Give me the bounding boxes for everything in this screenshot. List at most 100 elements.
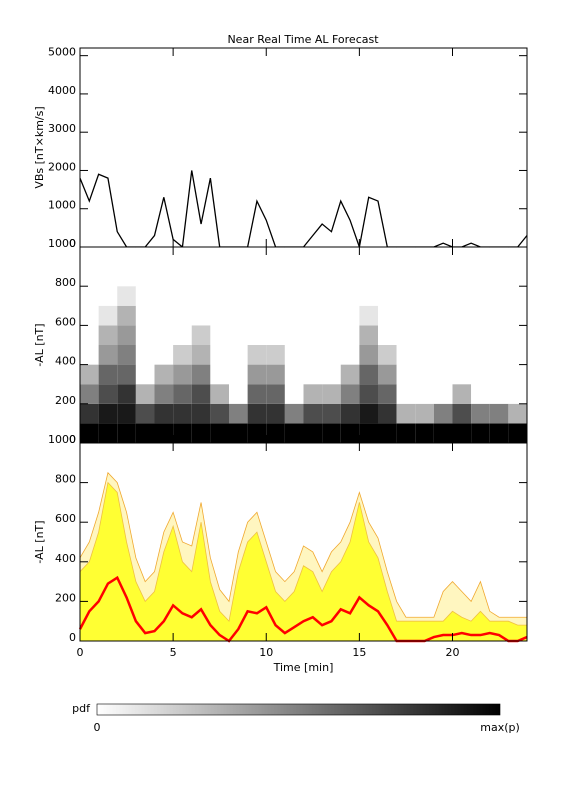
heat-cell <box>135 305 155 326</box>
heat-cell <box>359 325 378 345</box>
heat-cell <box>247 325 267 345</box>
heat-cell <box>229 423 248 443</box>
heat-cell <box>80 266 99 287</box>
heat-cell <box>154 384 174 404</box>
heat-cell <box>378 364 397 385</box>
heat-cell <box>396 305 416 326</box>
heat-cell <box>173 286 192 306</box>
heat-cell <box>154 247 174 267</box>
y-tick-label: 3000 <box>48 122 76 135</box>
y-axis-label: -AL [nT] <box>33 520 46 563</box>
heat-cell <box>489 305 509 326</box>
y-tick-label: 600 <box>55 512 76 525</box>
heat-cell <box>229 345 248 365</box>
heat-cell <box>210 286 229 306</box>
heat-cell <box>433 345 453 365</box>
heat-cell <box>303 384 323 404</box>
heat-cell <box>452 247 472 267</box>
y-tick-label: 0 <box>69 433 76 446</box>
heat-cell <box>322 403 341 424</box>
heat-cell <box>433 305 453 326</box>
heat-cell <box>340 266 360 287</box>
heat-cell <box>415 423 434 443</box>
heat-cell <box>415 345 434 365</box>
chart-title: Near Real Time AL Forecast <box>227 33 379 46</box>
heat-cell <box>322 364 341 385</box>
heat-cell <box>471 364 490 385</box>
heat-cell <box>359 345 378 365</box>
heat-cell <box>489 423 509 443</box>
heat-cell <box>303 266 323 287</box>
heat-cell <box>135 364 155 385</box>
heat-cell <box>80 403 99 424</box>
heat-cell <box>80 364 99 385</box>
heat-cell <box>340 247 360 267</box>
heat-cell <box>471 384 490 404</box>
heat-cell <box>415 403 434 424</box>
heat-cell <box>266 247 285 267</box>
heat-cell <box>117 247 136 267</box>
heat-cell <box>266 384 285 404</box>
heat-cell <box>452 345 472 365</box>
heat-cell <box>378 384 397 404</box>
heat-cell <box>191 247 211 267</box>
heat-cell <box>191 325 211 345</box>
heat-cell <box>415 364 434 385</box>
heat-cell <box>303 247 323 267</box>
colorbar-max: max(p) <box>480 721 520 734</box>
heat-cell <box>415 247 434 267</box>
y-tick-label: 1000 <box>48 237 76 250</box>
heat-cell <box>210 345 229 365</box>
data-line <box>79 170 528 250</box>
heat-cell <box>471 423 490 443</box>
heat-cell <box>173 364 192 385</box>
heat-cell <box>359 266 378 287</box>
heat-cell <box>98 403 118 424</box>
heat-cell <box>117 364 136 385</box>
heat-cell <box>508 286 527 306</box>
heat-cell <box>433 325 453 345</box>
heat-cell <box>303 286 323 306</box>
heat-cell <box>284 266 304 287</box>
heat-cell <box>303 423 323 443</box>
heat-cell <box>303 325 323 345</box>
heat-cell <box>284 325 304 345</box>
heat-cell <box>266 286 285 306</box>
heat-cell <box>433 266 453 287</box>
heat-cell <box>117 266 136 287</box>
heat-cell <box>117 286 136 306</box>
heat-cell <box>322 305 341 326</box>
y-tick-label: 0 <box>69 237 76 250</box>
heat-cell <box>489 325 509 345</box>
heat-cell <box>489 345 509 365</box>
heat-cell <box>508 364 527 385</box>
heat-cell <box>154 423 174 443</box>
heat-cell <box>378 247 397 267</box>
heat-cell <box>508 325 527 345</box>
heat-cell <box>303 345 323 365</box>
heat-cell <box>396 325 416 345</box>
heat-cell <box>359 247 378 267</box>
heat-cell <box>191 266 211 287</box>
heat-cell <box>229 266 248 287</box>
heat-cell <box>247 423 267 443</box>
heat-cell <box>378 305 397 326</box>
heat-cell <box>284 247 304 267</box>
heat-cell <box>303 364 323 385</box>
heat-cell <box>135 384 155 404</box>
heat-cell <box>154 286 174 306</box>
heat-cell <box>508 247 527 267</box>
heat-cell <box>117 384 136 404</box>
heat-cell <box>359 305 378 326</box>
y-axis-label: -AL [nT] <box>33 323 46 366</box>
heat-cell <box>359 384 378 404</box>
heat-cell <box>117 345 136 365</box>
y-tick-label: 4000 <box>48 84 76 97</box>
heat-cell <box>322 266 341 287</box>
heat-cell <box>433 286 453 306</box>
heat-cell <box>210 364 229 385</box>
x-tick-label: 15 <box>352 646 366 659</box>
heat-cell <box>396 423 416 443</box>
heat-cell <box>247 384 267 404</box>
heat-cell <box>284 364 304 385</box>
